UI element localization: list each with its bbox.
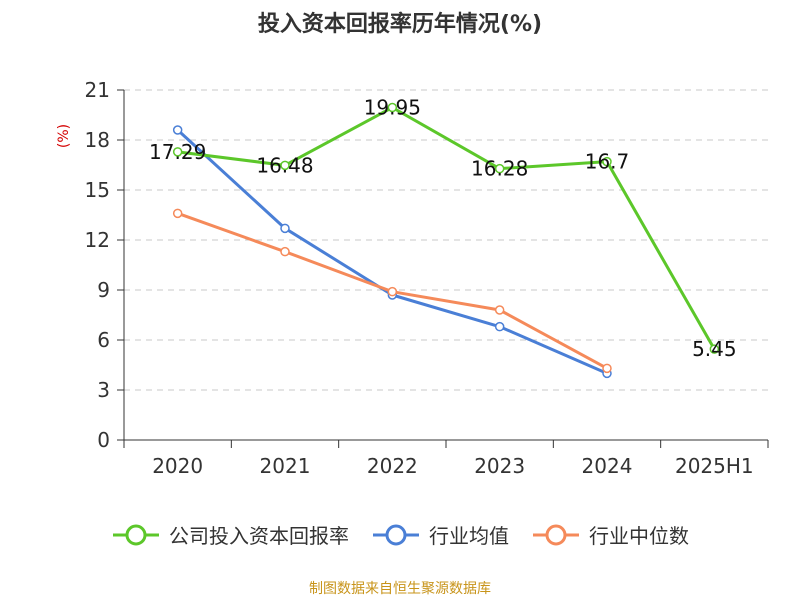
legend-label-industry-mean: 行业均值 <box>429 524 509 548</box>
x-tick-label: 2021 <box>260 454 311 478</box>
legend-marker-company <box>113 524 159 545</box>
data-point <box>387 286 398 297</box>
data-point <box>172 147 183 157</box>
data-point <box>602 156 612 167</box>
data-point <box>172 125 183 135</box>
series-line-0 <box>177 106 716 350</box>
x-tick-label: 2024 <box>582 454 633 478</box>
data-label: 19.95 <box>364 96 421 120</box>
data-point <box>709 344 720 354</box>
y-tick-label: 9 <box>97 278 110 302</box>
data-point <box>387 102 398 113</box>
y-tick-label: 0 <box>97 428 110 452</box>
x-tick-label: 2025H1 <box>675 454 754 478</box>
y-tick-label: 6 <box>97 328 110 352</box>
legend-item-industry-median[interactable]: 行业中位数 <box>531 520 689 549</box>
y-tick-label: 3 <box>97 378 110 402</box>
data-label: 16.7 <box>585 150 630 174</box>
data-point <box>602 363 612 374</box>
data-point <box>280 223 290 234</box>
y-tick-label: 15 <box>85 178 110 202</box>
data-label: 5.45 <box>692 337 737 361</box>
legend-label-company: 公司投入资本回报率 <box>169 524 349 548</box>
y-tick-label: 21 <box>85 78 110 102</box>
data-point <box>280 246 290 257</box>
data-label: 17.29 <box>149 140 206 164</box>
legend-marker-industry-mean <box>373 524 419 545</box>
y-tick-label: 12 <box>85 228 110 252</box>
data-point <box>172 208 183 219</box>
data-point <box>280 160 290 171</box>
x-tick-label: 2022 <box>367 454 418 478</box>
data-point <box>494 321 505 332</box>
legend-item-company[interactable]: 公司投入资本回报率 <box>111 520 349 549</box>
legend: 公司投入资本回报率 行业均值 行业中位数 <box>0 520 800 549</box>
x-tick-label: 2023 <box>474 454 525 478</box>
data-point <box>494 305 505 315</box>
legend-item-industry-mean[interactable]: 行业均值 <box>371 520 509 549</box>
legend-label-industry-median: 行业中位数 <box>589 524 689 548</box>
chart-title: 投入资本回报率历年情况(%) <box>257 12 543 37</box>
y-tick-label: 18 <box>85 128 110 152</box>
x-tick-label: 2020 <box>152 454 203 478</box>
data-source: 制图数据来自恒生聚源数据库 <box>309 581 491 597</box>
data-label: 16.48 <box>256 153 313 177</box>
legend-marker-industry-median <box>533 524 579 545</box>
data-label: 16.28 <box>471 157 528 181</box>
data-point <box>494 163 505 174</box>
